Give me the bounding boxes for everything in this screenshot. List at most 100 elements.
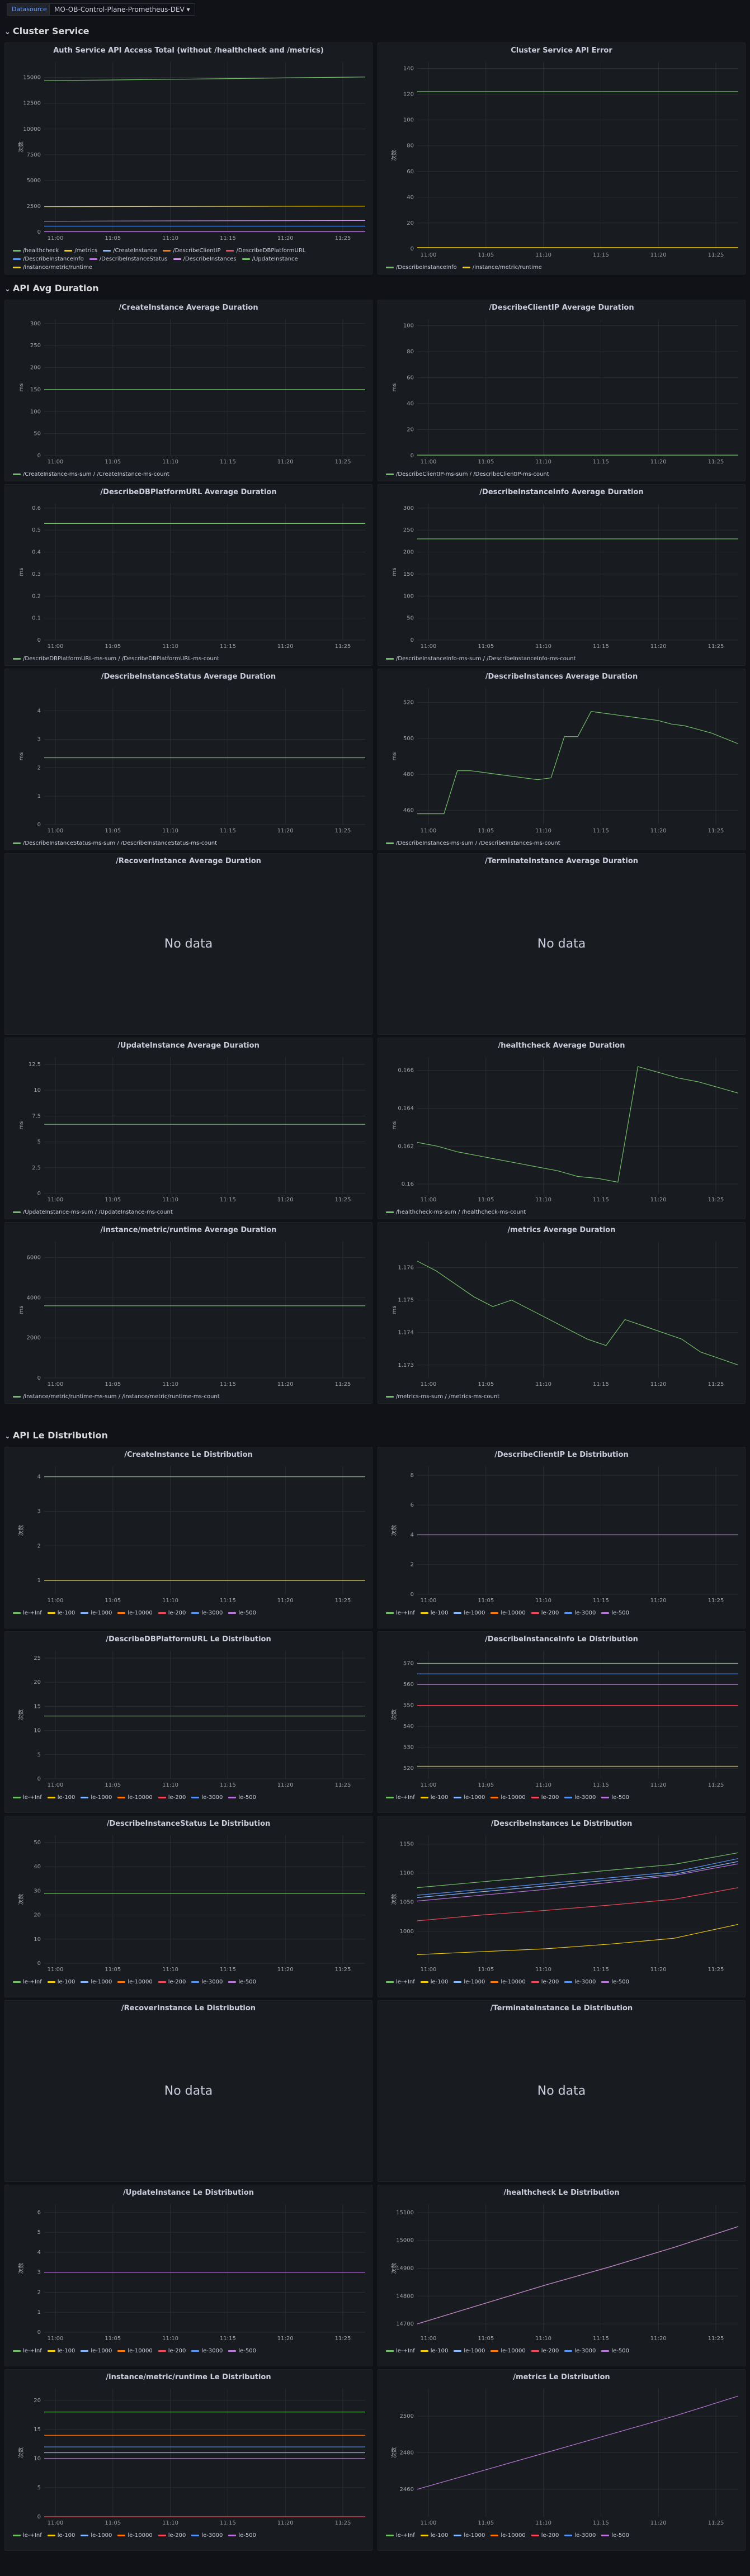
- panel-title[interactable]: /DescribeInstanceStatus Le Distribution: [106, 1820, 271, 1828]
- panel-p3[interactable]: /CreateInstance Average Duration 0 50 100 15…: [4, 300, 372, 481]
- chart-p6[interactable]: 0 50 100 150 200 250 300 11:00 11:05 11:10 11:15 11…: [378, 485, 746, 666]
- panel-p4[interactable]: /DescribeClientIP Average Duration 0 20 40 6…: [378, 300, 746, 481]
- legend-item[interactable]: le-100: [420, 1609, 448, 1617]
- legend-item[interactable]: le-200: [158, 1793, 186, 1802]
- legend-item[interactable]: le-+Inf: [13, 1978, 42, 1986]
- legend-item[interactable]: /DescribeInstanceInfo-ms-sum / /Describe…: [386, 655, 576, 663]
- row-header-cluster-service[interactable]: ⌄ Cluster Service: [4, 25, 89, 38]
- legend-item[interactable]: le-1000: [81, 1978, 112, 1986]
- chart-p20[interactable]: 1000 1050 1100 1150 11:00 11:05 11:10 11:15 11:2…: [378, 1816, 746, 1998]
- chart-p15[interactable]: 1 2 3 4 11:00 11:05 11:10 11:15 11:20 11:25 次数: [5, 1447, 373, 1629]
- legend-item[interactable]: le-10000: [117, 2347, 153, 2355]
- legend-item[interactable]: le-+Inf: [386, 1609, 415, 1617]
- legend-item[interactable]: le-200: [158, 1609, 186, 1617]
- legend-item[interactable]: le-200: [158, 2531, 186, 2540]
- panel-p8[interactable]: /DescribeInstances Average Duration 460 48…: [378, 669, 746, 850]
- panel-p11[interactable]: /UpdateInstance Average Duration 0 2.5 5 7.5…: [4, 1038, 372, 1219]
- chart-p2[interactable]: 0 20 40 60 80 100 120 140 11:00 11:05 11:10 11:15 11…: [378, 43, 746, 275]
- panel-title[interactable]: /instance/metric/runtime Le Distribution: [106, 2373, 271, 2381]
- legend-item[interactable]: le-500: [228, 1978, 256, 1986]
- panel-title[interactable]: /RecoverInstance Average Duration: [116, 857, 261, 865]
- panel-title[interactable]: /CreateInstance Average Duration: [119, 304, 258, 312]
- legend-item[interactable]: le-1000: [454, 2347, 485, 2355]
- panel-p16[interactable]: /DescribeClientIP Le Distribution 0 2 4 6 8 11…: [378, 1447, 746, 1628]
- legend-item[interactable]: le-1000: [454, 1609, 485, 1617]
- legend-item[interactable]: le-1000: [81, 1609, 112, 1617]
- legend-item[interactable]: le-3000: [191, 2347, 223, 2355]
- panel-title[interactable]: /metrics Le Distribution: [513, 2373, 610, 2381]
- chart-p7[interactable]: 0 1 2 3 4 11:00 11:05 11:10 11:15 11:20 11:25 ms: [5, 669, 373, 851]
- panel-p10[interactable]: /TerminateInstance Average Duration No da…: [378, 853, 746, 1035]
- legend-item[interactable]: le-10000: [490, 1609, 526, 1617]
- legend-item[interactable]: le-500: [228, 1609, 256, 1617]
- legend-item[interactable]: le-500: [228, 2531, 256, 2540]
- chart-p16[interactable]: 0 2 4 6 8 11:00 11:05 11:10 11:15 11:20 11:25 次数: [378, 1447, 746, 1629]
- legend-item[interactable]: le-3000: [564, 1793, 596, 1802]
- legend-item[interactable]: /instance/metric/runtime: [13, 263, 92, 272]
- legend-item[interactable]: le-1000: [454, 1793, 485, 1802]
- panel-p20[interactable]: /DescribeInstances Le Distribution 1000 10…: [378, 1816, 746, 1997]
- panel-title[interactable]: /metrics Average Duration: [507, 1226, 616, 1234]
- legend-item[interactable]: /healthcheck: [13, 247, 59, 255]
- chart-p26[interactable]: 2460 2480 2500 11:00 11:05 11:10 11:15 11:20 11:…: [378, 2370, 746, 2551]
- panel-title[interactable]: /TerminateInstance Average Duration: [484, 857, 639, 865]
- datasource-select[interactable]: MO-OB-Control-Plane-Prometheus-DEV ▾: [49, 3, 195, 16]
- legend-item[interactable]: /DescribeDBPlatformURL: [226, 247, 305, 255]
- panel-title[interactable]: /DescribeClientIP Le Distribution: [494, 1451, 629, 1459]
- legend-item[interactable]: le-500: [228, 1793, 256, 1802]
- chart-p12[interactable]: 0.16 0.162 0.164 0.166 11:00 11:05 11:10 11:15 1…: [378, 1038, 746, 1220]
- panel-title[interactable]: /instance/metric/runtime Average Duratio…: [100, 1226, 277, 1234]
- panel-p7[interactable]: /DescribeInstanceStatus Average Duration…: [4, 669, 372, 850]
- panel-title[interactable]: /healthcheck Average Duration: [498, 1041, 625, 1050]
- legend-item[interactable]: le-3000: [191, 2531, 223, 2540]
- panel-title[interactable]: /healthcheck Le Distribution: [503, 2189, 620, 2197]
- panel-title[interactable]: /DescribeDBPlatformURL Le Distribution: [106, 1635, 271, 1644]
- legend-item[interactable]: /DescribeInstanceStatus-ms-sum / /Descri…: [13, 839, 217, 847]
- panel-title[interactable]: /UpdateInstance Le Distribution: [123, 2189, 254, 2197]
- row-header-api-avg-duration[interactable]: ⌄ API Avg Duration: [4, 282, 99, 295]
- panel-title[interactable]: /DescribeInstanceInfo Average Duration: [479, 488, 644, 496]
- chart-p8[interactable]: 460 480 500 520 11:00 11:05 11:10 11:15 11:20 11:…: [378, 669, 746, 851]
- legend-item[interactable]: /DescribeInstances-ms-sum / /DescribeIns…: [386, 839, 560, 847]
- legend-item[interactable]: /healthcheck-ms-sum / /healthcheck-ms-co…: [386, 1208, 526, 1216]
- panel-title[interactable]: /UpdateInstance Average Duration: [117, 1041, 260, 1050]
- legend-item[interactable]: /instance/metric/runtime-ms-sum / /insta…: [13, 1393, 220, 1401]
- chart-p11[interactable]: 0 2.5 5 7.5 10 12.5 11:00 11:05 11:10 11:15 11:20 1…: [5, 1038, 373, 1220]
- legend-item[interactable]: le-200: [531, 2347, 559, 2355]
- panel-title[interactable]: /CreateInstance Le Distribution: [124, 1451, 253, 1459]
- legend-item[interactable]: le-100: [420, 1978, 448, 1986]
- legend-item[interactable]: le-+Inf: [386, 2531, 415, 2540]
- legend-item[interactable]: le-200: [531, 1609, 559, 1617]
- panel-p19[interactable]: /DescribeInstanceStatus Le Distribution 0…: [4, 1816, 372, 1997]
- panel-p1[interactable]: Auth Service API Access Total (without /…: [4, 42, 372, 274]
- legend-item[interactable]: le-3000: [191, 1793, 223, 1802]
- panel-title[interactable]: /DescribeDBPlatformURL Average Duration: [100, 488, 277, 496]
- legend-item[interactable]: le-500: [228, 2347, 256, 2355]
- legend-item[interactable]: le-3000: [191, 1609, 223, 1617]
- legend-item[interactable]: le-500: [601, 1978, 629, 1986]
- panel-p12[interactable]: /healthcheck Average Duration 0.16 0.162 0.…: [378, 1038, 746, 1219]
- panel-p18[interactable]: /DescribeInstanceInfo Le Distribution 520…: [378, 1631, 746, 1813]
- legend-item[interactable]: le-200: [531, 1978, 559, 1986]
- panel-p21[interactable]: /RecoverInstance Le Distribution No data: [4, 2000, 372, 2182]
- legend-item[interactable]: le-10000: [490, 1793, 526, 1802]
- panel-p9[interactable]: /RecoverInstance Average Duration No data: [4, 853, 372, 1035]
- legend-item[interactable]: le-200: [531, 2531, 559, 2540]
- chart-p14[interactable]: 1.173 1.174 1.175 1.176 11:00 11:05 11:10 11:15…: [378, 1223, 746, 1404]
- legend-item[interactable]: /DescribeInstanceInfo: [13, 255, 84, 263]
- legend-item[interactable]: le-+Inf: [386, 1793, 415, 1802]
- panel-p14[interactable]: /metrics Average Duration 1.173 1.174 1.175…: [378, 1222, 746, 1404]
- legend-item[interactable]: le-100: [47, 1793, 75, 1802]
- legend-item[interactable]: /CreateInstance-ms-sum / /CreateInstance…: [13, 470, 169, 479]
- legend-item[interactable]: le-1000: [81, 2531, 112, 2540]
- panel-title[interactable]: /DescribeInstances Le Distribution: [490, 1820, 633, 1828]
- legend-item[interactable]: le-10000: [117, 1978, 153, 1986]
- row-header-api-le-distribution[interactable]: ⌄ API Le Distribution: [4, 1429, 108, 1442]
- legend-item[interactable]: le-200: [531, 1793, 559, 1802]
- panel-title[interactable]: Cluster Service API Error: [511, 46, 612, 55]
- legend-item[interactable]: le-200: [158, 2347, 186, 2355]
- legend-item[interactable]: le-+Inf: [13, 1609, 42, 1617]
- chart-p17[interactable]: 0 5 10 15 20 25 11:00 11:05 11:10 11:15 11:20 11:25…: [5, 1632, 373, 1813]
- legend-item[interactable]: le-10000: [490, 2347, 526, 2355]
- legend-item[interactable]: /DescribeDBPlatformURL-ms-sum / /Describ…: [13, 655, 219, 663]
